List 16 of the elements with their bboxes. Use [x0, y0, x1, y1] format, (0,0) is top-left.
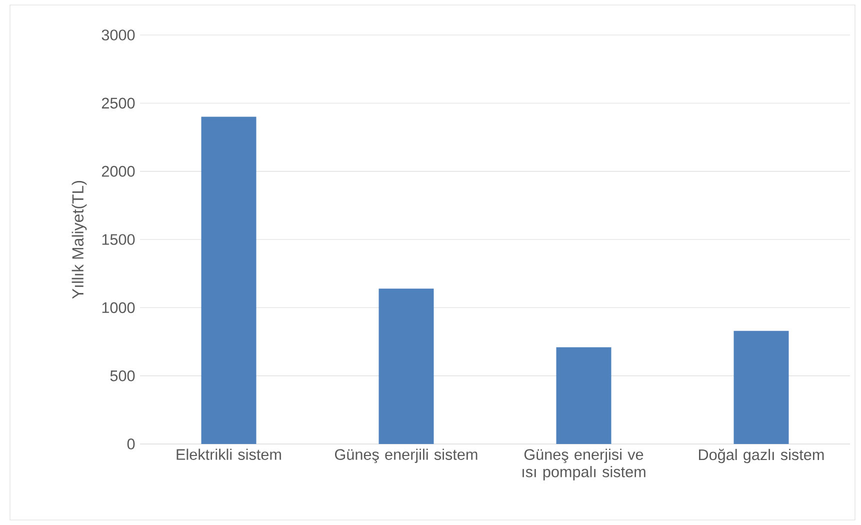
bar — [734, 330, 789, 444]
x-tick-label: Elektrikli sistem — [176, 448, 281, 460]
bar — [201, 116, 256, 444]
x-tick-label: Güneş enerjili sistem — [335, 448, 478, 464]
y-tick-label: 2000 — [102, 166, 135, 177]
x-tick-label: Güneş enerjisi ve ısı pompalı sistem — [522, 448, 646, 480]
y-tick-label: 3000 — [102, 30, 135, 40]
y-axis-title: Yıllık Maliyet(TL) — [72, 180, 87, 299]
y-tick-label: 0 — [127, 438, 135, 450]
y-tick-label: 1500 — [102, 234, 135, 245]
bar — [556, 347, 612, 444]
bar — [378, 288, 434, 444]
y-tick-label: 500 — [110, 370, 135, 382]
y-tick-label: 2500 — [102, 98, 135, 109]
x-tick-label: Doğal gazlı sistem — [699, 448, 824, 464]
y-tick-label: 1000 — [102, 302, 135, 314]
